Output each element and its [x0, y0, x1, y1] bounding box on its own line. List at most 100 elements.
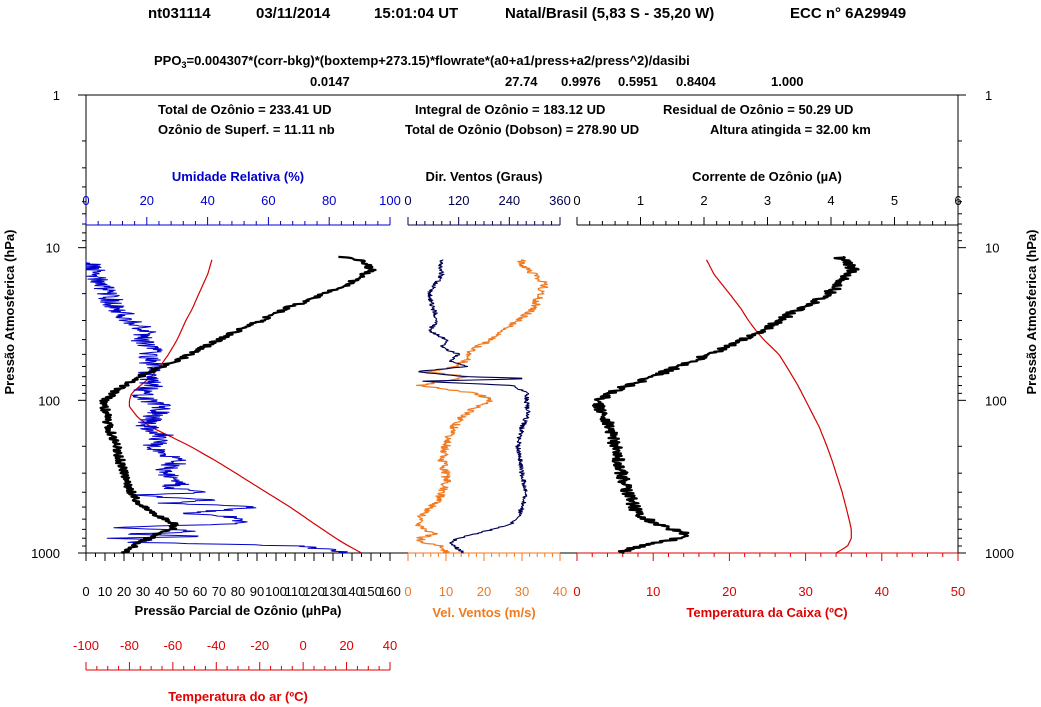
wind-speed-line — [415, 259, 549, 554]
ozone-partial-pressure-line — [99, 255, 377, 555]
ozone-current-axis-tick-label: 6 — [954, 193, 961, 208]
series-layer — [85, 255, 860, 555]
air-temperature-axis-tick-label: -20 — [250, 638, 269, 653]
pressure-tick-label-right: 1 — [985, 88, 992, 103]
pressure-tick-label-right: 100 — [985, 393, 1007, 408]
summary-total-ozone: Total de Ozônio = 233.41 UD — [158, 102, 332, 117]
pressure-tick-label-left: 1 — [53, 88, 60, 103]
formula-value-bkg: 0.0147 — [310, 74, 350, 89]
summary-dobson-ozone: Total de Ozônio (Dobson) = 278.90 UD — [405, 122, 639, 137]
ppo3-formula-sub: 3 — [181, 60, 186, 70]
ozone-pressure-axis-tick-label: 20 — [117, 584, 131, 599]
wind-speed-axis-tick-label: 30 — [515, 584, 529, 599]
wind-direction-line — [418, 259, 531, 554]
pressure-tick-label-right: 10 — [985, 241, 999, 256]
box-temperature-line — [705, 259, 852, 554]
header-station-id: nt031114 — [148, 5, 211, 22]
wind-speed-axis-tick-label: 40 — [553, 584, 567, 599]
box-temperature-axis-tick-label: 50 — [951, 584, 965, 599]
ozone-current-line — [591, 255, 860, 555]
ozone-current-axis-title: Corrente de Ozônio (µA) — [692, 169, 842, 184]
wind-direction-axis-tick-label: 0 — [404, 193, 411, 208]
air-temperature-axis-tick-label: 20 — [339, 638, 353, 653]
wind-direction-axis-tick-label: 120 — [448, 193, 470, 208]
humidity-axis-tick-label: 40 — [200, 193, 214, 208]
ozone-current-axis-tick-label: 2 — [700, 193, 707, 208]
ozone-pressure-axis-tick-label: 10 — [98, 584, 112, 599]
ozone-current-axis-tick-label: 3 — [764, 193, 771, 208]
air-temperature-axis-tick-label: -100 — [73, 638, 99, 653]
wind-speed-axis-tick-label: 0 — [404, 584, 411, 599]
box-temperature-axis-tick-label: 10 — [646, 584, 660, 599]
ozone-pressure-axis-tick-label: 130 — [322, 584, 344, 599]
air-temperature-axis-tick-label: 0 — [300, 638, 307, 653]
box-temperature-axis-tick-label: 20 — [722, 584, 736, 599]
ozone-current-axis-tick-label: 4 — [827, 193, 834, 208]
formula-value-a0: 0.9976 — [561, 74, 601, 89]
ppo3-formula: PPO3=0.004307*(corr-bkg)*(boxtemp+273.15… — [154, 53, 690, 70]
formula-value-flowrate: 27.74 — [505, 74, 538, 89]
pressure-tick-label-left: 10 — [46, 241, 60, 256]
ozone-current-axis-tick-label: 5 — [891, 193, 898, 208]
summary-altitude: Altura atingida = 32.00 km — [710, 122, 871, 137]
air-temperature-axis-tick-label: -60 — [163, 638, 182, 653]
box-temperature-axis-tick-label: 40 — [875, 584, 889, 599]
ozone-pressure-axis-tick-label: 150 — [360, 584, 382, 599]
summary-surface-ozone: Ozônio de Superf. = 11.11 nb — [158, 122, 335, 137]
ozone-pressure-axis-tick-label: 100 — [265, 584, 287, 599]
relative-humidity-line — [85, 259, 349, 554]
wind-speed-axis-tick-label: 10 — [439, 584, 453, 599]
pressure-tick-label-left: 100 — [38, 393, 60, 408]
ozone-pressure-axis-tick-label: 110 — [285, 584, 306, 599]
ozone-pressure-axis-tick-label: 90 — [250, 584, 264, 599]
header: nt031114 03/11/2014 15:01:04 UT Natal/Br… — [148, 5, 906, 89]
ppo3-formula-prefix: PPO — [154, 53, 181, 68]
axes-layer: 0 20 40 60 80 100 0 120 240 360 0 1 2 3 4 5 60 10 20 30 40 50… — [73, 193, 965, 671]
header-instrument: ECC n° 6A29949 — [790, 5, 906, 22]
humidity-axis-tick-label: 100 — [379, 193, 401, 208]
ozone-current-axis-tick-label: 0 — [573, 193, 580, 208]
ozone-pressure-axis-tick-label: 60 — [193, 584, 207, 599]
ppo3-formula-body: =0.004307*(corr-bkg)*(boxtemp+273.15)*fl… — [186, 53, 689, 68]
pressure-axis-title-left: Pressão Atmosferica (hPa) — [2, 230, 17, 395]
wind-direction-axis-tick-label: 240 — [498, 193, 520, 208]
box-temperature-axis-tick-label: 30 — [798, 584, 812, 599]
air-temperature-axis-tick-label: 40 — [383, 638, 397, 653]
humidity-axis-title: Umidade Relativa (%) — [172, 169, 304, 184]
ozone-current-axis-tick-label: 1 — [637, 193, 644, 208]
ozone-pressure-axis-tick-label: 120 — [303, 584, 325, 599]
ozone-pressure-axis-title: Pressão Parcial de Ozônio (µhPa) — [135, 603, 342, 618]
ozone-pressure-axis-tick-label: 50 — [174, 584, 188, 599]
wind-direction-axis-title: Dir. Ventos (Graus) — [425, 169, 542, 184]
ozone-pressure-axis-tick-label: 0 — [82, 584, 89, 599]
summary-residual-ozone: Residual de Ozônio = 50.29 UD — [663, 102, 853, 117]
summary-integral-ozone: Integral de Ozônio = 183.12 UD — [415, 102, 605, 117]
air-temperature-axis-tick-label: -40 — [207, 638, 226, 653]
humidity-axis-tick-label: 0 — [82, 193, 89, 208]
wind-direction-axis-tick-label: 360 — [549, 193, 571, 208]
pressure-tick-label-right: 1000 — [985, 546, 1014, 561]
wind-speed-axis-tick-label: 20 — [477, 584, 491, 599]
wind-speed-axis-title: Vel. Ventos (m/s) — [432, 605, 535, 620]
summary: Total de Ozônio = 233.41 UD Integral de … — [158, 102, 871, 137]
ozone-pressure-axis-tick-label: 160 — [379, 584, 401, 599]
header-location: Natal/Brasil (5,83 S - 35,20 W) — [505, 5, 714, 22]
ozone-pressure-axis-tick-label: 140 — [341, 584, 363, 599]
ozone-pressure-axis-tick-label: 30 — [136, 584, 150, 599]
header-date: 03/11/2014 — [256, 5, 331, 22]
pressure-axis-title-right: Pressão Atmosferica (hPa) — [1024, 230, 1039, 395]
formula-value-a1: 0.5951 — [618, 74, 658, 89]
air-temperature-axis-title: Temperatura do ar (ºC) — [168, 689, 308, 704]
ozone-pressure-axis-tick-label: 80 — [231, 584, 245, 599]
humidity-axis-tick-label: 80 — [322, 193, 336, 208]
air-temperature-line — [128, 259, 363, 554]
header-time: 15:01:04 UT — [374, 5, 458, 22]
air-temperature-axis-tick-label: -80 — [120, 638, 139, 653]
ozone-pressure-axis-tick-label: 40 — [155, 584, 169, 599]
pressure-tick-label-left: 1000 — [31, 546, 60, 561]
box-temperature-axis-tick-label: 0 — [573, 584, 580, 599]
formula-value-dasibi: 1.000 — [771, 74, 804, 89]
humidity-axis-tick-label: 20 — [140, 193, 154, 208]
